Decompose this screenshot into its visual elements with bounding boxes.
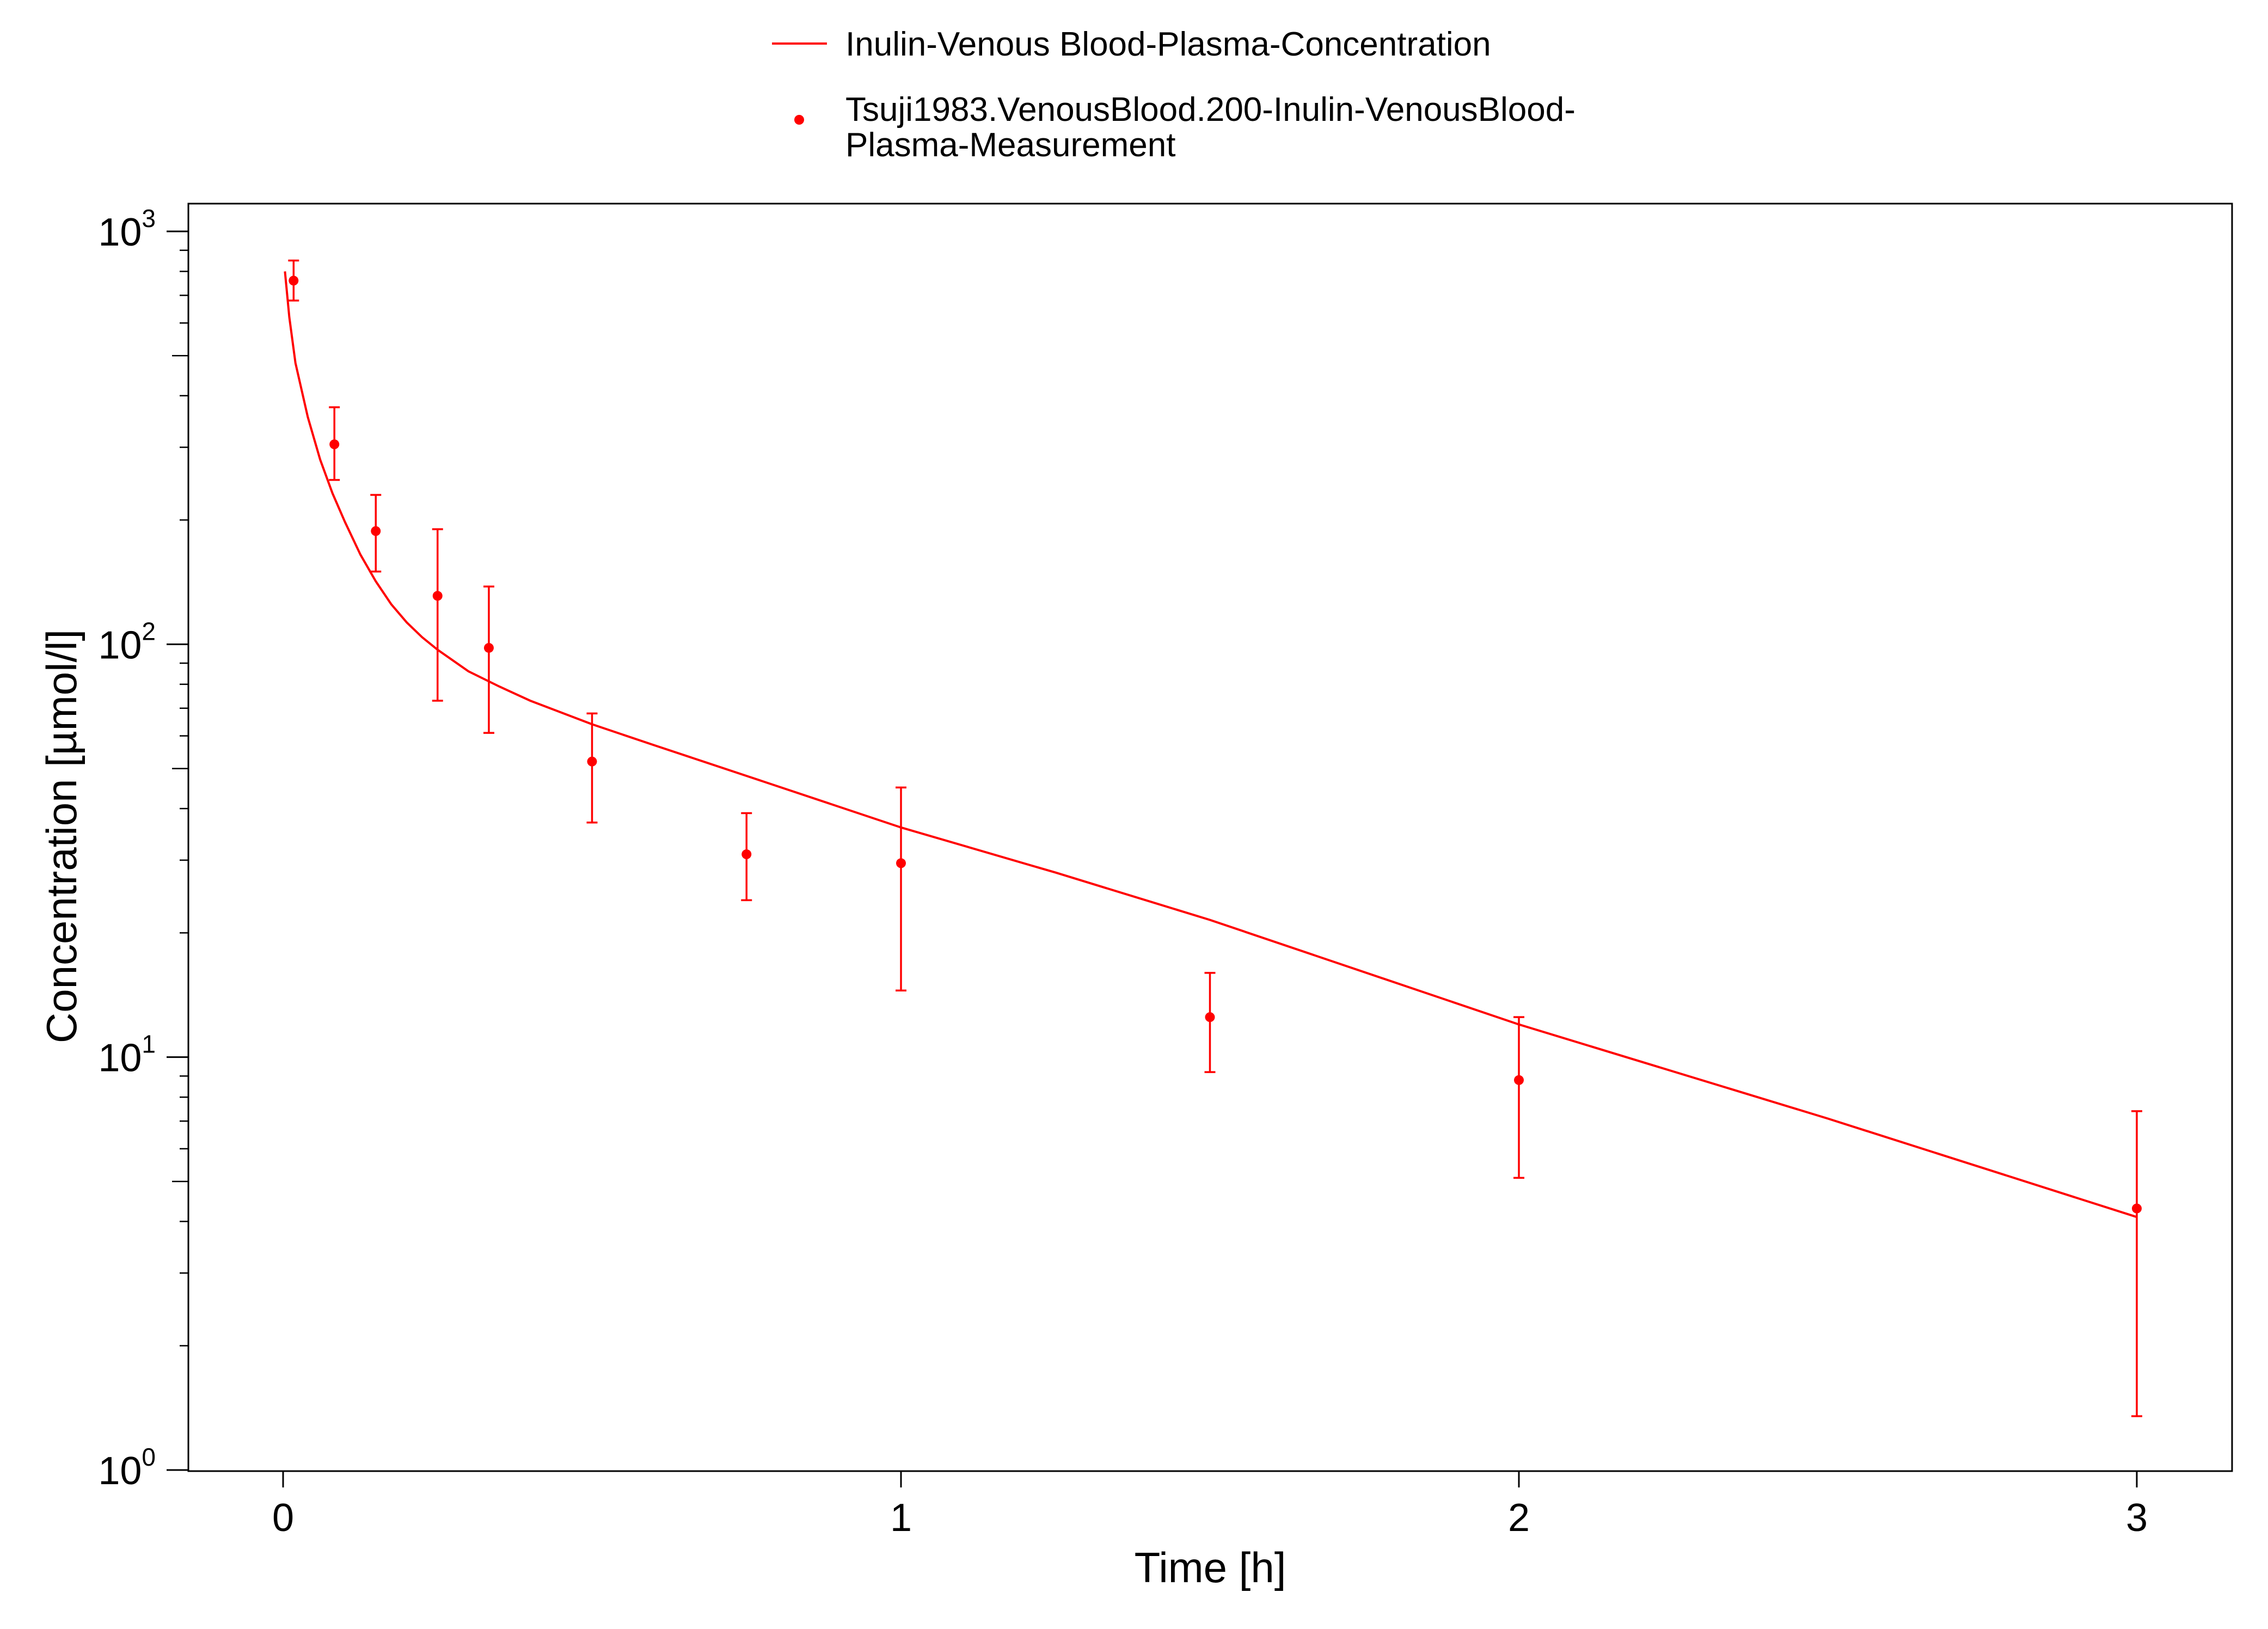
x-axis: 0 1 2 3 <box>272 1471 2148 1540</box>
data-point <box>371 526 381 536</box>
x-tick-label: 2 <box>1508 1496 1530 1540</box>
plot-series <box>284 259 2142 1417</box>
data-point <box>432 591 443 601</box>
x-axis-title: Time [h] <box>1135 1544 1286 1591</box>
legend: Inulin-Venous Blood-Plasma-Concentration… <box>772 26 1576 164</box>
data-point-group <box>288 259 299 302</box>
data-point <box>483 642 494 653</box>
legend-label-line-series: Inulin-Venous Blood-Plasma-Concentration <box>845 26 1491 63</box>
x-tick-label: 1 <box>890 1496 912 1540</box>
data-point <box>1205 1012 1215 1022</box>
data-point <box>896 858 906 868</box>
y-axis: 100 101 102 103 <box>98 204 188 1493</box>
series-line-simulation <box>284 271 2137 1218</box>
data-point-group <box>1204 972 1216 1073</box>
data-point <box>329 439 340 450</box>
x-tick-label: 3 <box>2126 1496 2148 1540</box>
data-point-group <box>741 812 752 902</box>
data-point-group <box>586 712 598 824</box>
data-point <box>289 275 299 286</box>
data-point-group <box>2131 1110 2142 1417</box>
data-point-group <box>896 786 906 992</box>
y-axis-title: Concentration [µmol/l] <box>38 629 85 1043</box>
legend-marker-swatch <box>794 115 804 125</box>
y-tick-label: 102 <box>98 617 156 667</box>
y-tick-label: 101 <box>98 1030 156 1080</box>
data-point <box>2132 1203 2142 1214</box>
data-point-group <box>370 494 382 573</box>
data-point <box>587 756 597 767</box>
data-point <box>741 849 752 860</box>
plot-area-frame <box>187 203 2233 1472</box>
y-tick-label: 100 <box>98 1443 156 1493</box>
legend-label-measurement-line2: Plasma-Measurement <box>845 126 1175 164</box>
data-point <box>1514 1075 1524 1085</box>
y-tick-label: 103 <box>98 204 156 254</box>
x-tick-label: 0 <box>272 1496 294 1540</box>
data-point-group <box>432 528 443 702</box>
legend-label-measurement-line1: Tsuji1983.VenousBlood.200-Inulin-VenousB… <box>845 91 1576 128</box>
data-point-group <box>483 585 494 734</box>
data-point-group <box>329 406 340 481</box>
data-point-group <box>1513 1016 1524 1179</box>
